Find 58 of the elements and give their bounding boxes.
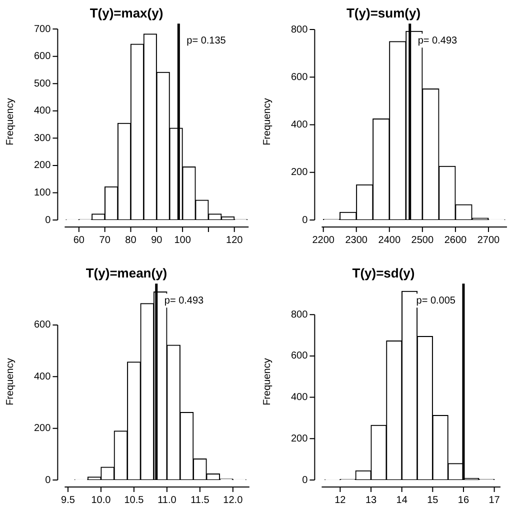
y-tick-label: 700 (34, 24, 52, 35)
x-tick-label: 2200 (312, 234, 335, 246)
annotation: p= 0.005 (416, 295, 456, 306)
x-tick-label: 12 (334, 494, 346, 506)
x-tick-label: 10.5 (124, 494, 144, 506)
x-tick-label: 100 (174, 234, 192, 246)
y-tick-label: 600 (290, 72, 308, 83)
annotation: p= 0.493 (164, 295, 204, 306)
x-tick-label: 12.0 (223, 494, 244, 506)
x-tick-label: 2300 (345, 234, 368, 246)
x-tick-label: 17 (488, 494, 500, 506)
annotation: p= 0.493 (418, 35, 458, 46)
y-tick-label: 200 (34, 423, 52, 434)
x-tick-label: 15 (427, 494, 439, 506)
y-tick-label: 400 (34, 106, 52, 117)
x-tick-label: 2600 (444, 234, 468, 246)
y-tick-label: 800 (290, 24, 308, 36)
y-tick-label: 0 (302, 474, 308, 486)
y-tick-label: 600 (290, 350, 308, 362)
y-tick-label: 600 (34, 320, 52, 331)
y-tick-label: 300 (34, 132, 52, 144)
chart-title: T(y)=mean(y) (86, 265, 168, 280)
y-tick-label: 800 (290, 309, 308, 320)
x-tick-label: 2500 (411, 234, 434, 246)
x-tick-label: 60 (73, 234, 85, 246)
y-tick-label: 200 (290, 167, 308, 178)
y-tick-label: 100 (34, 187, 52, 198)
annotation: p= 0.135 (186, 35, 226, 46)
y-tick-label: 200 (34, 160, 52, 172)
x-tick-label: 13 (365, 494, 377, 506)
chart-title: T(y)=sum(y) (346, 5, 421, 20)
x-tick-label: 70 (99, 234, 111, 246)
y-tick-label: 0 (302, 214, 308, 226)
y-tick-label: 400 (290, 392, 308, 404)
y-tick-label: 400 (34, 371, 52, 382)
y-tick-label: 500 (34, 78, 52, 90)
y-tick-label: 0 (45, 214, 52, 226)
x-tick-label: 10.0 (91, 494, 112, 506)
x-tick-label: 16 (458, 494, 470, 506)
y-tick-label: 200 (290, 433, 308, 444)
x-tick-label: 11.5 (190, 494, 210, 506)
x-tick-label: 2400 (378, 234, 401, 246)
chart-title: T(y)=max(y) (90, 5, 164, 20)
x-tick-label: 120 (226, 234, 244, 246)
x-tick-label: 9.5 (61, 494, 76, 506)
x-tick-label: 11.0 (158, 494, 177, 506)
y-axis-title: Frequency (262, 358, 273, 406)
chart-title: T(y)=sd(y) (352, 265, 415, 280)
x-tick-label: 2700 (477, 234, 500, 246)
y-tick-label: 0 (45, 474, 52, 486)
y-axis-title: Frequency (4, 98, 16, 146)
y-tick-label: 400 (290, 120, 308, 131)
y-axis-title: Frequency (4, 358, 16, 406)
y-tick-label: 600 (34, 51, 52, 62)
x-tick-label: 80 (125, 234, 137, 246)
x-tick-label: 14 (396, 494, 408, 506)
y-axis-title: Frequency (262, 98, 273, 146)
x-tick-label: 90 (151, 234, 163, 246)
